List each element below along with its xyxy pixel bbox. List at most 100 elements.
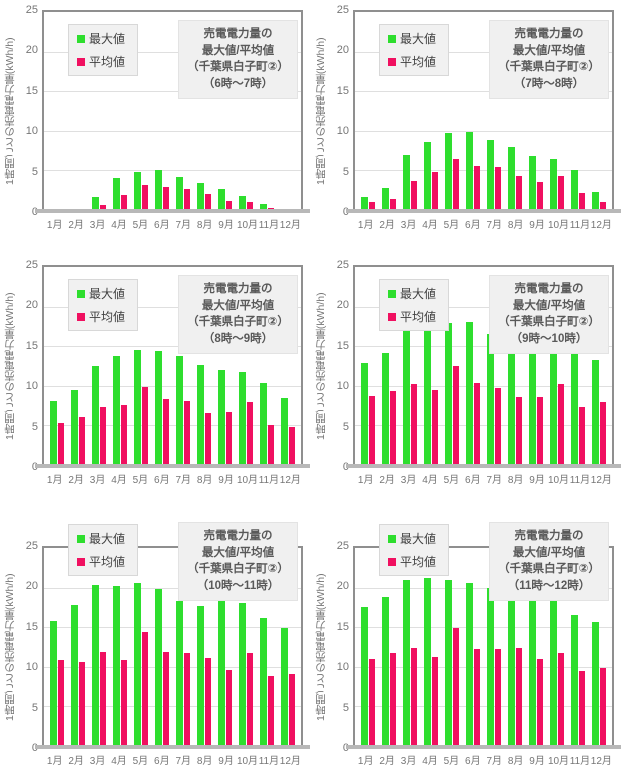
- avg-bar: [389, 198, 396, 210]
- gridline: [44, 627, 301, 629]
- max-bar: [381, 597, 389, 746]
- avg-bar: [289, 426, 296, 465]
- legend: 最大値 平均値: [68, 279, 139, 331]
- x-tick-label: 3月: [89, 220, 106, 231]
- month-group-1月: [357, 12, 378, 210]
- chart-title: 売電電力量の 最大値/平均値 （千葉県白子町②） （8時～9時）: [178, 275, 298, 354]
- y-axis-ticks: 0 5 10 15 20 25: [329, 259, 353, 473]
- avg-bar: [579, 407, 586, 465]
- max-bar: [112, 586, 120, 746]
- gridline: [44, 130, 301, 132]
- y-tick-label: 5: [342, 701, 349, 714]
- avg-bar: [537, 396, 544, 465]
- x-tick-label: 3月: [89, 756, 106, 767]
- max-bar: [487, 334, 494, 465]
- month-group-1月: [46, 267, 67, 465]
- legend-item-max: 最大値: [77, 530, 125, 547]
- y-tick-label: 0: [32, 742, 38, 754]
- avg-bar: [247, 202, 254, 210]
- chart-title-line: 最大値/平均値: [512, 299, 586, 312]
- plot-wrap: 最大値 平均値 売電電力量の 最大値/平均値 （千葉県白子町②） （8時～9時） 1月 2月 3…: [35, 265, 310, 520]
- x-axis-baseline: [346, 745, 621, 749]
- month-group-10月: [236, 267, 257, 465]
- y-tick-label: 0: [343, 742, 349, 754]
- max-bar: [260, 203, 268, 210]
- x-tick-label: 7月: [486, 756, 503, 767]
- x-axis-labels: 1月 2月 3月 4月 5月 6月 7月 8月 9月 10月 11月 12月: [353, 471, 614, 486]
- max-bar: [360, 197, 368, 210]
- legend-label: 最大値: [89, 532, 126, 546]
- avg-bar: [205, 658, 212, 746]
- x-tick-label: 3月: [400, 756, 417, 767]
- avg-bar: [537, 658, 544, 746]
- x-tick-label: 11月: [258, 220, 280, 231]
- avg-bar: [452, 158, 459, 210]
- max-bar: [423, 141, 431, 210]
- gridline: [44, 587, 301, 589]
- x-tick-label: 1月: [357, 220, 374, 231]
- chart-title-line: （10時～11時）: [196, 580, 280, 593]
- y-tick-label: 25: [25, 259, 38, 271]
- month-group-4月: [109, 267, 130, 465]
- x-tick-label: 6月: [465, 220, 481, 231]
- y-tick-label: 5: [31, 701, 38, 714]
- month-group-1月: [46, 12, 67, 210]
- month-group-5月: [130, 548, 151, 746]
- plot-area: 最大値 平均値 売電電力量の 最大値/平均値 （千葉県白子町②） （7時～8時）: [346, 10, 621, 213]
- max-bar: [402, 579, 410, 746]
- month-group-4月: [420, 267, 441, 465]
- gridline: [44, 51, 301, 53]
- x-tick-label: 2月: [68, 220, 84, 231]
- avg-bar: [452, 366, 459, 465]
- max-bar: [176, 176, 183, 210]
- x-tick-label: 9月: [218, 220, 234, 231]
- gridline: [44, 666, 301, 668]
- chart-panel-5: 1時間ごとの売電電力量(kWh/h)0510152025最大値平均値売電電力量の…: [0, 520, 311, 781]
- month-group-12月: [589, 267, 610, 465]
- chart-title: 売電電力量の 最大値/平均値 （千葉県白子町②） （6時～7時）: [178, 20, 298, 99]
- x-tick-label: 3月: [89, 475, 106, 486]
- month-group-9月: [215, 548, 236, 746]
- x-tick-label: 5月: [443, 475, 460, 486]
- avg-bar: [579, 192, 586, 210]
- y-tick-label: 25: [25, 4, 38, 16]
- max-bar: [154, 589, 162, 746]
- month-group-7月: [483, 548, 504, 746]
- month-group-8月: [194, 12, 215, 210]
- chart-title-line: （9時～10時）: [510, 333, 588, 346]
- max-bar: [218, 189, 226, 210]
- chart-title-line: 最大値/平均値: [512, 546, 586, 559]
- x-tick-label: 10月: [547, 220, 570, 231]
- x-axis-baseline: [35, 745, 310, 749]
- x-tick-label: 11月: [569, 756, 591, 767]
- x-tick-label: 5月: [132, 756, 149, 767]
- month-group-6月: [151, 12, 172, 210]
- max-bar: [260, 617, 268, 746]
- chart-panel-2: 1時間ごとの売電電力量(kWh/h)0510152025最大値平均値売電電力量の…: [311, 0, 622, 260]
- plot-wrap: 最大値 平均値 売電電力量の 最大値/平均値 （千葉県白子町②） （6時～7時） 1月 2月 3…: [35, 10, 310, 260]
- max-bar: [197, 365, 205, 465]
- gridline: [355, 587, 612, 589]
- avg-bar: [162, 651, 169, 746]
- month-group-6月: [462, 267, 483, 465]
- month-group-6月: [151, 267, 172, 465]
- max-bar: [592, 191, 600, 210]
- x-tick-label: 6月: [154, 756, 170, 767]
- chart-title-line: 売電電力量の: [514, 28, 584, 40]
- month-group-5月: [441, 548, 462, 746]
- month-group-10月: [547, 12, 568, 210]
- y-tick-label: 10: [336, 380, 349, 393]
- x-tick-label: 5月: [132, 475, 149, 486]
- y-tick-label: 0: [343, 206, 349, 218]
- avg-bar: [495, 167, 501, 210]
- avg-swatch-icon: [77, 557, 85, 566]
- y-tick-label: 10: [25, 380, 38, 393]
- legend: 最大値 平均値: [379, 279, 450, 331]
- y-axis-ticks: 0 5 10 15 20 25: [329, 540, 353, 754]
- y-tick-label: 15: [25, 339, 38, 352]
- avg-bar: [516, 396, 523, 465]
- max-bar: [550, 597, 558, 746]
- y-tick-label: 5: [342, 420, 349, 433]
- month-group-6月: [462, 12, 483, 210]
- x-tick-label: 2月: [68, 475, 84, 486]
